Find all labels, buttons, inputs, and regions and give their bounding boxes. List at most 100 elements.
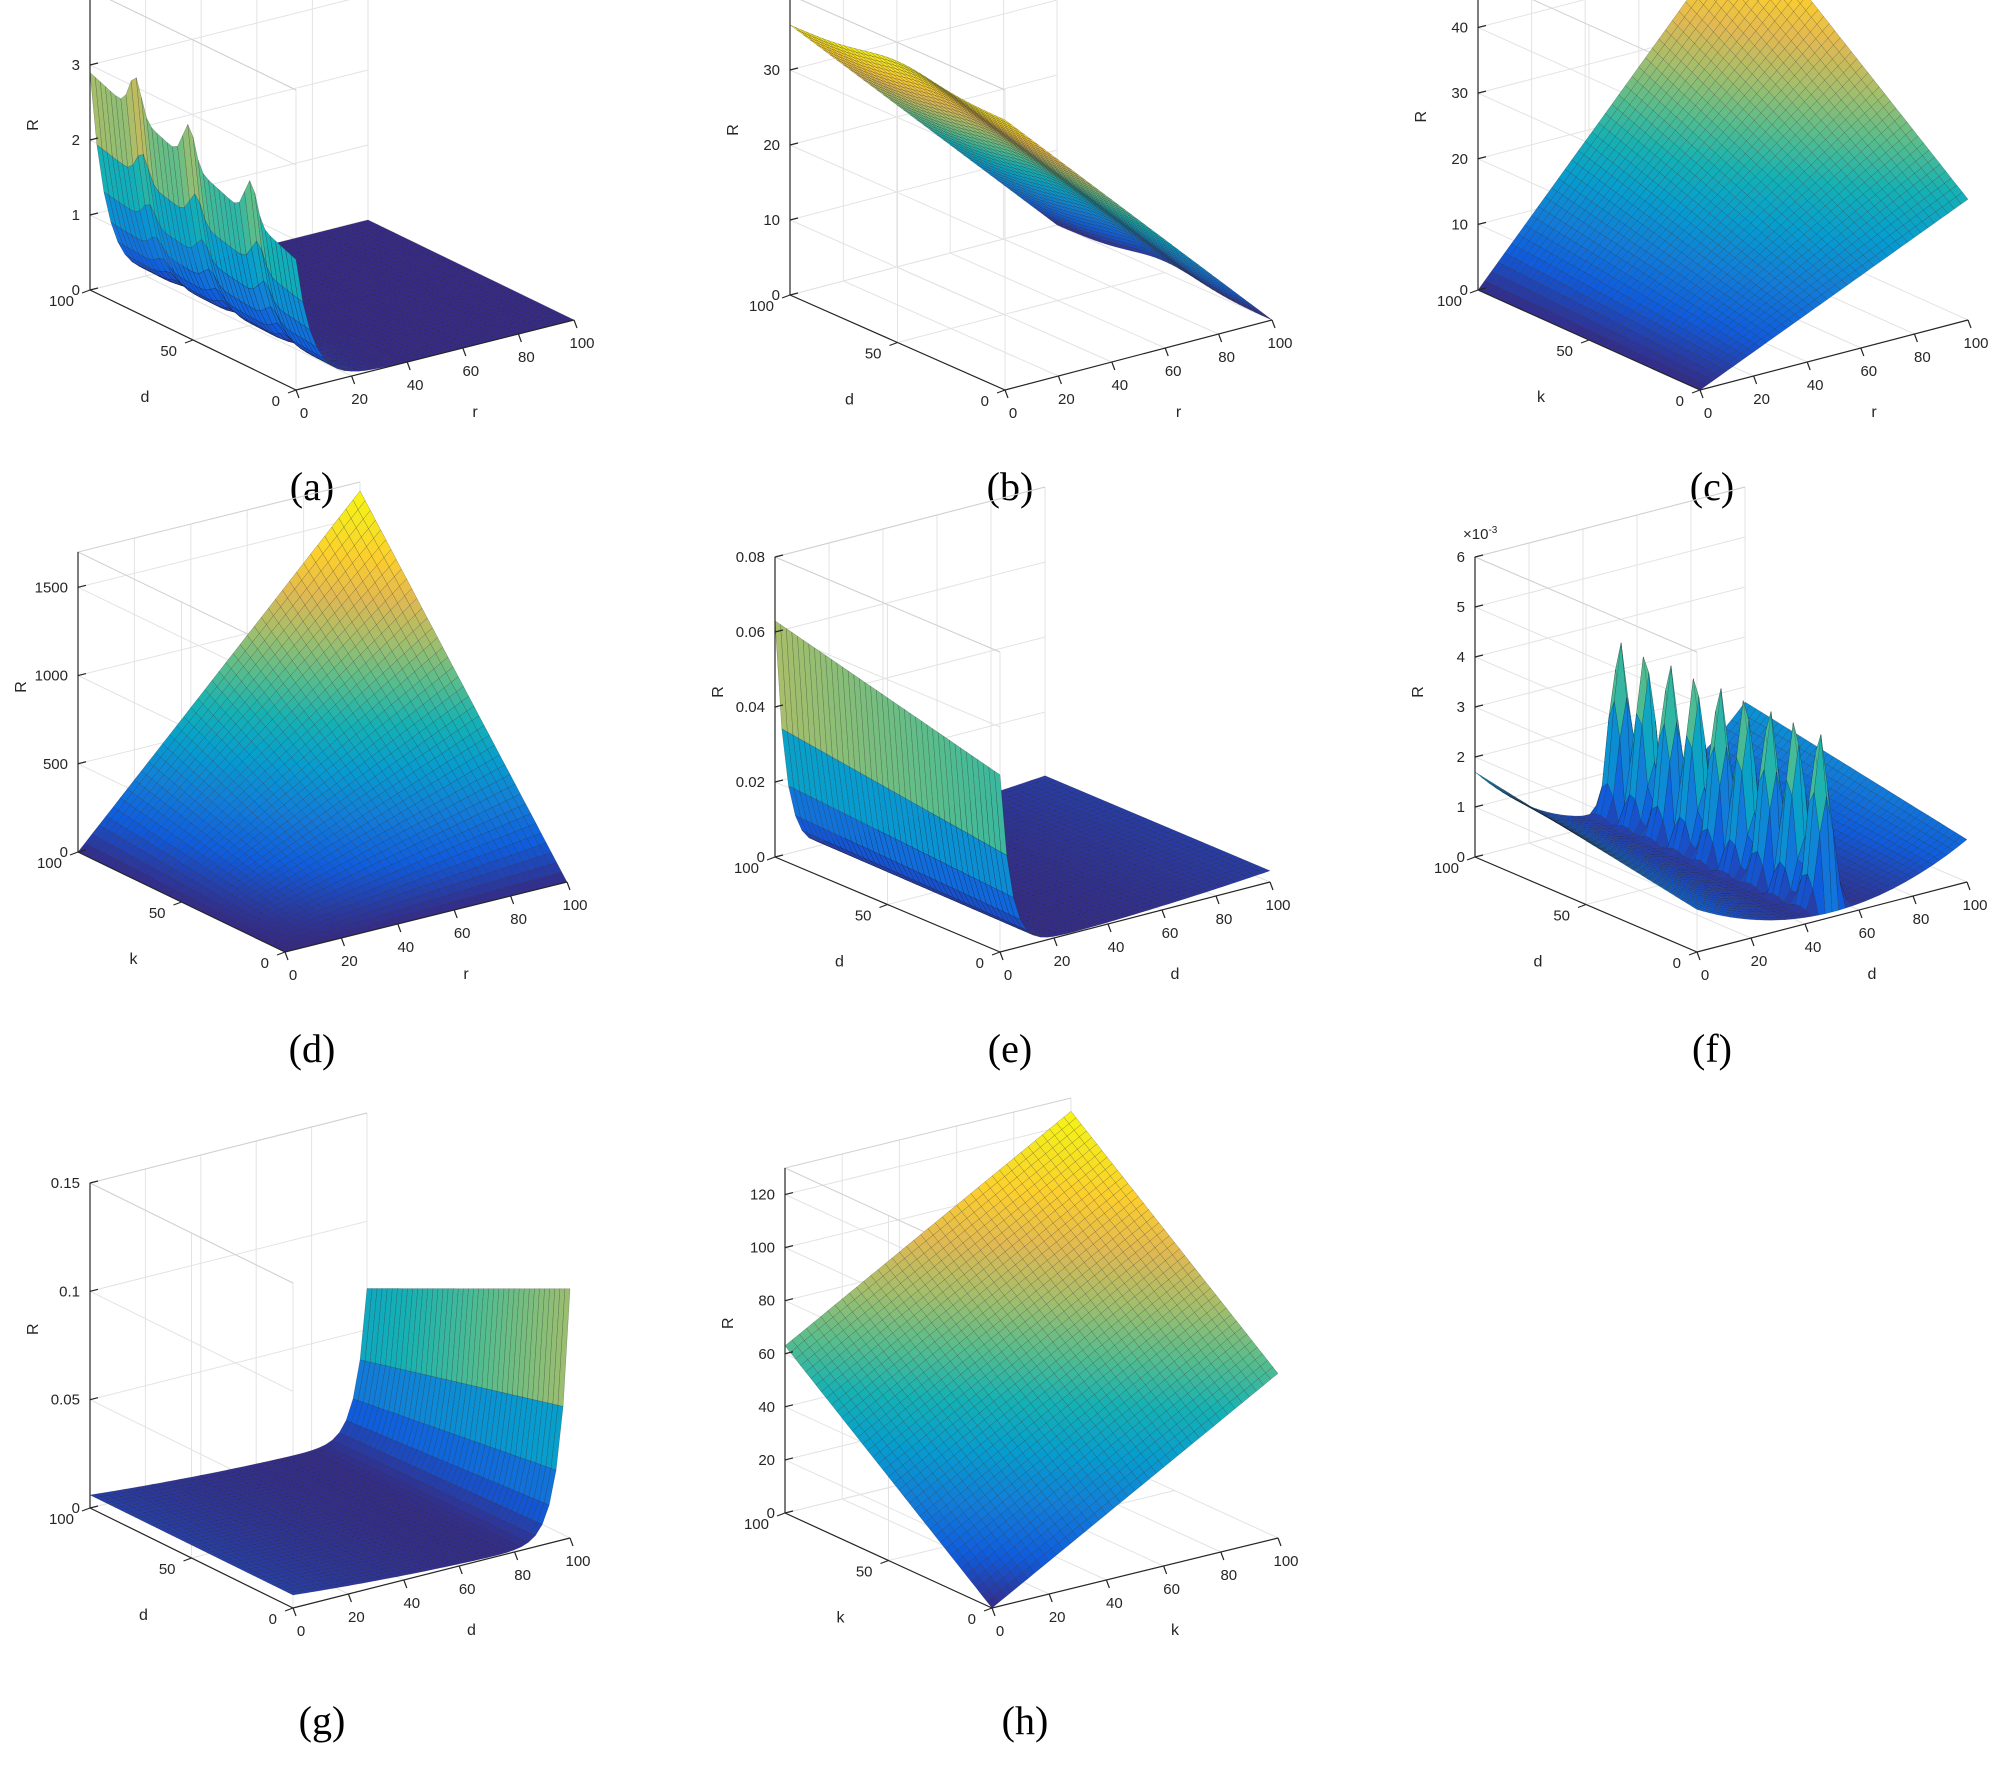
y-tick-label: 100 — [49, 1511, 74, 1528]
y-axis-label-main: k — [130, 951, 139, 968]
y-axis-label-main: d — [139, 1607, 148, 1624]
surface-b — [789, 24, 1273, 321]
x-axis-label-main: k — [1171, 1622, 1180, 1639]
axes-b: 020406080100050100010203040rdR — [725, 0, 1293, 422]
z-tick-label: 0 — [1457, 849, 1465, 866]
y-axis-label: d — [835, 954, 844, 971]
x-tick-label: 40 — [1108, 939, 1125, 956]
z-tick-label: 1500 — [35, 579, 68, 596]
surface-d — [77, 490, 568, 953]
z-tick-label: 0.08 — [736, 549, 765, 566]
x-tick-label: 40 — [1807, 377, 1824, 394]
y-axis-label: d — [139, 1607, 148, 1624]
z-tick-label: 20 — [1451, 151, 1468, 168]
z-tick-label: 0.05 — [51, 1392, 80, 1409]
y-tick-label: 0 — [981, 393, 989, 410]
subplot-caption: (d) — [289, 1026, 336, 1071]
y-axis-label: k — [130, 951, 139, 968]
surface-e — [774, 620, 1271, 938]
z-axis-label: R — [725, 124, 742, 136]
surface-h — [784, 1111, 1279, 1609]
x-axis-label: d — [467, 1622, 476, 1639]
x-tick-label: 100 — [1962, 897, 1987, 914]
z-tick-label: 0.15 — [51, 1175, 80, 1192]
x-axis-line — [295, 319, 575, 391]
x-axis-label: d — [1868, 966, 1877, 983]
x-tick-label: 0 — [1701, 967, 1709, 984]
x-tick-label: 40 — [397, 939, 414, 956]
z-tick-label: 5 — [1457, 599, 1465, 616]
z-axis-label-main: R — [13, 681, 30, 693]
z-tick-label: 2 — [72, 132, 80, 149]
z-tick-label: 500 — [43, 756, 68, 773]
surface-g — [89, 1288, 571, 1596]
z-axis-label: R — [25, 1323, 42, 1335]
y-axis-label-main: d — [141, 389, 150, 406]
x-axis-label: r — [472, 404, 478, 421]
z-axis-label-main: R — [25, 119, 42, 131]
y-tick-label: 100 — [734, 860, 759, 877]
x-tick-label: 40 — [403, 1595, 420, 1612]
x-tick-label: 60 — [462, 363, 479, 380]
y-axis-label: k — [1537, 389, 1546, 406]
z-axis-label: R — [1413, 111, 1430, 123]
y-tick-label: 50 — [865, 346, 882, 363]
z-tick-label: 0.06 — [736, 624, 765, 641]
x-axis-label: r — [1176, 404, 1182, 421]
z-tick-label: 1000 — [35, 668, 68, 685]
z-axis-label: R — [25, 119, 42, 131]
z-axis-label-main: R — [1410, 686, 1427, 698]
x-axis-line — [999, 881, 1271, 953]
subplot-b: 020406080100050100010203040rdR(b) — [725, 0, 1293, 509]
y-tick-label: 100 — [37, 855, 62, 872]
x-axis-label-main: d — [1171, 966, 1180, 983]
z-tick-label: 4 — [1457, 649, 1465, 666]
x-tick-label: 60 — [1859, 925, 1876, 942]
x-tick-label: 20 — [1058, 391, 1075, 408]
z-axis-label-main: R — [1413, 111, 1430, 123]
x-axis-label: r — [463, 966, 469, 983]
z-tick-label: 0 — [60, 844, 68, 861]
subplot-caption: (b) — [987, 464, 1034, 509]
x-tick-label: 40 — [1805, 939, 1822, 956]
y-tick-label: 50 — [856, 1564, 873, 1581]
z-tick-label: 0 — [767, 1505, 775, 1522]
z-tick-label: 0 — [757, 849, 765, 866]
z-axis-label-main: R — [725, 124, 742, 136]
x-tick-label: 80 — [510, 911, 527, 928]
x-tick-label: 100 — [565, 1553, 590, 1570]
z-tick-label: 40 — [763, 0, 780, 4]
z-axis-label-main: R — [710, 686, 727, 698]
x-axis-label: d — [1171, 966, 1180, 983]
y-axis-label-main: k — [1537, 389, 1546, 406]
x-axis-line — [991, 1537, 1279, 1609]
x-tick-label: 0 — [1704, 405, 1712, 422]
z-tick-label: 1 — [1457, 799, 1465, 816]
x-tick-label: 60 — [1165, 363, 1182, 380]
x-tick-label: 0 — [1004, 967, 1012, 984]
subplot-caption: (h) — [1002, 1698, 1049, 1743]
x-tick-label: 100 — [562, 897, 587, 914]
surface-a — [89, 72, 575, 372]
x-axis-label: k — [1171, 1622, 1180, 1639]
x-axis-label-main: r — [1871, 404, 1877, 421]
z-tick-label: 20 — [763, 137, 780, 154]
z-tick-label: 3 — [1457, 699, 1465, 716]
x-axis-label: r — [1871, 404, 1877, 421]
x-tick-label: 80 — [514, 1567, 531, 1584]
y-axis-label-main: d — [835, 954, 844, 971]
x-axis-label-main: d — [467, 1622, 476, 1639]
z-tick-label: 0.02 — [736, 774, 765, 791]
x-tick-label: 80 — [1913, 911, 1930, 928]
z-tick-label: 0 — [772, 287, 780, 304]
x-tick-label: 60 — [454, 925, 471, 942]
x-axis-label-main: d — [1868, 966, 1877, 983]
y-axis-label-main: d — [845, 392, 854, 409]
